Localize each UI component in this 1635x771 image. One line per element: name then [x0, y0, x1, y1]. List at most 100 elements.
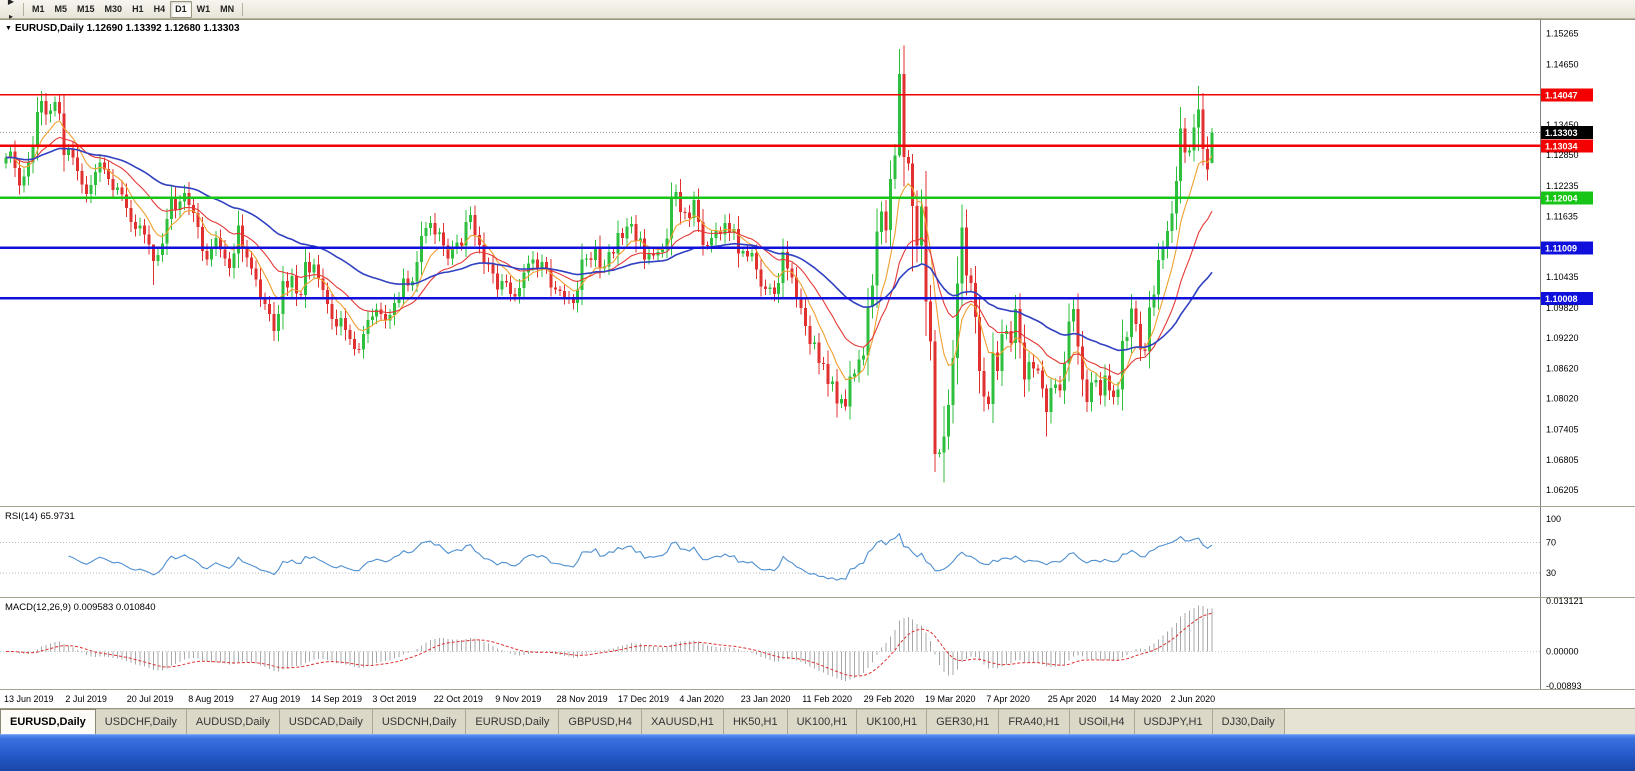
- date-label: 13 Jun 2019: [4, 694, 54, 704]
- chart-ohlc-title: EURUSD,Daily 1.12690 1.13392 1.12680 1.1…: [14, 23, 240, 34]
- timeframe-button-w1[interactable]: W1: [196, 3, 211, 14]
- timeframe-button-m1[interactable]: M1: [32, 3, 45, 14]
- date-axis[interactable]: 13 Jun 2019 2 Jul 2019 20 Jul 2019 8 Aug 20…: [4, 694, 1215, 704]
- chart-tab-bar: EURUSD,Daily USDCHF,Daily AUDUSD,Daily USDC…: [0, 708, 1635, 734]
- chart-tab-eurusd-daily[interactable]: EURUSD,Daily: [0, 709, 96, 734]
- price-tag: [1541, 241, 1593, 255]
- toolbar-separator: [23, 2, 24, 16]
- svg-text:1.07405: 1.07405: [1546, 425, 1579, 435]
- svg-text:1.09220: 1.09220: [1546, 333, 1579, 343]
- chart-shift-icon[interactable]: ▸: [8, 12, 13, 21]
- date-label: 8 Aug 2019: [188, 694, 234, 704]
- toolbar-separator: [242, 2, 244, 16]
- macd-indicator-label: MACD(12,26,9) 0.009583 0.010840: [5, 602, 156, 613]
- windows-taskbar[interactable]: [0, 734, 1635, 771]
- toolbar-icons: ▶ ▸: [2, 0, 20, 24]
- chart-tab-uk100-h1[interactable]: UK100,H1: [787, 709, 858, 734]
- price-tag: [1541, 191, 1593, 205]
- chart-tab-gbpusd-h4[interactable]: GBPUSD,H4: [559, 709, 642, 734]
- macd-signal-line: [5, 612, 1213, 677]
- svg-text:1.13450: 1.13450: [1546, 120, 1579, 130]
- date-label: 19 Mar 2020: [925, 694, 976, 704]
- chart-tab-eurusd-daily[interactable]: EURUSD,Daily: [466, 709, 560, 734]
- date-label: 28 Nov 2019: [557, 694, 608, 704]
- chart-tab-list: EURUSD,Daily USDCHF,Daily AUDUSD,Daily USDC…: [0, 709, 1285, 734]
- svg-text:0.013121: 0.013121: [1546, 596, 1584, 606]
- timeframe-button-m5[interactable]: M5: [54, 3, 68, 14]
- chart-title: ▼ EURUSD,Daily 1.12690 1.13392 1.12680 1.…: [5, 23, 240, 34]
- svg-text:1.08020: 1.08020: [1546, 394, 1579, 404]
- timeframe-button-h1[interactable]: H1: [132, 3, 144, 14]
- ma-8-line: [5, 120, 1213, 386]
- chart-tab-usdjpy-h1[interactable]: USDJPY,H1: [1134, 709, 1213, 734]
- price-tag: [1541, 88, 1593, 102]
- price-tag-label: 1.10008: [1545, 294, 1578, 304]
- rsi-pane[interactable]: 100 70 30: [0, 514, 1561, 581]
- price-tag-label: 1.13034: [1545, 141, 1578, 151]
- chart-tab-usdchf-daily[interactable]: USDCHF,Daily: [95, 709, 187, 734]
- date-label: 7 Apr 2020: [986, 694, 1030, 704]
- svg-text:1.11635: 1.11635: [1546, 211, 1578, 221]
- timeframe-button-mn[interactable]: MN: [220, 3, 235, 14]
- svg-text:70: 70: [1546, 537, 1556, 547]
- chart-menu-icon[interactable]: ▼: [5, 25, 12, 32]
- date-label: 17 Dec 2019: [618, 694, 669, 704]
- horizontal-levels: 1.14047 1.13034 1.12004 1.11009 1.10008: [0, 88, 1593, 305]
- moving-average-lines: [5, 120, 1213, 386]
- svg-text:1.10435: 1.10435: [1546, 272, 1579, 282]
- chart-tab-xauusd-h1[interactable]: XAUUSD,H1: [641, 709, 724, 734]
- scroll-to-end-icon[interactable]: ▶: [7, 0, 15, 6]
- svg-text:1.12850: 1.12850: [1546, 150, 1579, 160]
- svg-text:30: 30: [1546, 568, 1556, 578]
- date-label: 9 Nov 2019: [495, 694, 541, 704]
- timeframe-toolbar: ▶ ▸ M1 M5 M15 M30 H1 H4 D1 W1 MN: [0, 0, 1635, 21]
- svg-text:1.08620: 1.08620: [1546, 363, 1579, 373]
- svg-text:1.12235: 1.12235: [1546, 181, 1579, 191]
- rsi-indicator-label: RSI(14) 65.9731: [5, 511, 75, 522]
- current-price-tag: 1.13303: [1541, 125, 1593, 139]
- svg-text:0.00000: 0.00000: [1546, 647, 1579, 657]
- chart-tab-usdcnh-daily[interactable]: USDCNH,Daily: [372, 709, 467, 734]
- timeframe-button-h4[interactable]: H4: [153, 3, 166, 14]
- date-label: 20 Jul 2019: [127, 694, 174, 704]
- date-label: 14 May 2020: [1109, 694, 1161, 704]
- timeframe-buttons: M1 M5 M15 M30 H1 H4 D1 W1 MN: [27, 0, 239, 18]
- svg-text:1.09820: 1.09820: [1546, 303, 1579, 313]
- svg-text:-0.00893: -0.00893: [1546, 681, 1582, 691]
- rsi-line: [68, 532, 1213, 581]
- date-label: 3 Oct 2019: [372, 694, 416, 704]
- chart-tab-ger30-h1[interactable]: GER30,H1: [927, 709, 1000, 734]
- date-label: 25 Apr 2020: [1048, 694, 1097, 704]
- price-tag-label: 1.14047: [1545, 90, 1578, 100]
- timeframe-button-m15[interactable]: M15: [77, 3, 95, 14]
- timeframe-button-m30[interactable]: M30: [104, 3, 123, 14]
- price-axis[interactable]: 1.15265 1.14650 1.13450 1.12850 1.12235 1.116…: [1546, 28, 1579, 495]
- chart-tab-audusd-daily[interactable]: AUDUSD,Daily: [186, 709, 280, 734]
- chart-frame: [0, 19, 1635, 690]
- date-label: 4 Jan 2020: [679, 694, 724, 704]
- svg-text:1.15265: 1.15265: [1546, 28, 1579, 38]
- chart-tab-uk100-h1[interactable]: UK100,H1: [857, 709, 928, 734]
- chart-tab-dj30-daily[interactable]: DJ30,Daily: [1212, 709, 1285, 734]
- timeframe-button-d1[interactable]: D1: [170, 0, 192, 18]
- price-tag-label: 1.11009: [1545, 243, 1577, 253]
- price-tag-label: 1.12004: [1545, 193, 1578, 203]
- chart-canvas[interactable]: 1.14047 1.13034 1.12004 1.11009 1.10008 1.133…: [0, 0, 1635, 708]
- date-label: 27 Aug 2019: [250, 694, 301, 704]
- svg-text:1.06805: 1.06805: [1546, 455, 1579, 465]
- macd-pane[interactable]: 0.013121 0.00000 -0.00893: [0, 596, 1584, 691]
- price-tag: [1541, 139, 1593, 153]
- chart-tab-usdcad-daily[interactable]: USDCAD,Daily: [279, 709, 373, 734]
- price-tag: [1541, 291, 1593, 305]
- date-label: 2 Jun 2020: [1171, 694, 1216, 704]
- svg-text:100: 100: [1546, 514, 1561, 524]
- ma-50-line: [5, 147, 1213, 352]
- chart-tab-fra40-h1[interactable]: FRA40,H1: [999, 709, 1070, 734]
- date-label: 23 Jan 2020: [741, 694, 791, 704]
- chart-tab-usoil-h4[interactable]: USOil,H4: [1069, 709, 1135, 734]
- date-label: 14 Sep 2019: [311, 694, 362, 704]
- date-label: 29 Feb 2020: [864, 694, 915, 704]
- chart-tab-hk50-h1[interactable]: HK50,H1: [723, 709, 788, 734]
- date-label: 2 Jul 2019: [65, 694, 107, 704]
- svg-text:1.06205: 1.06205: [1546, 485, 1579, 495]
